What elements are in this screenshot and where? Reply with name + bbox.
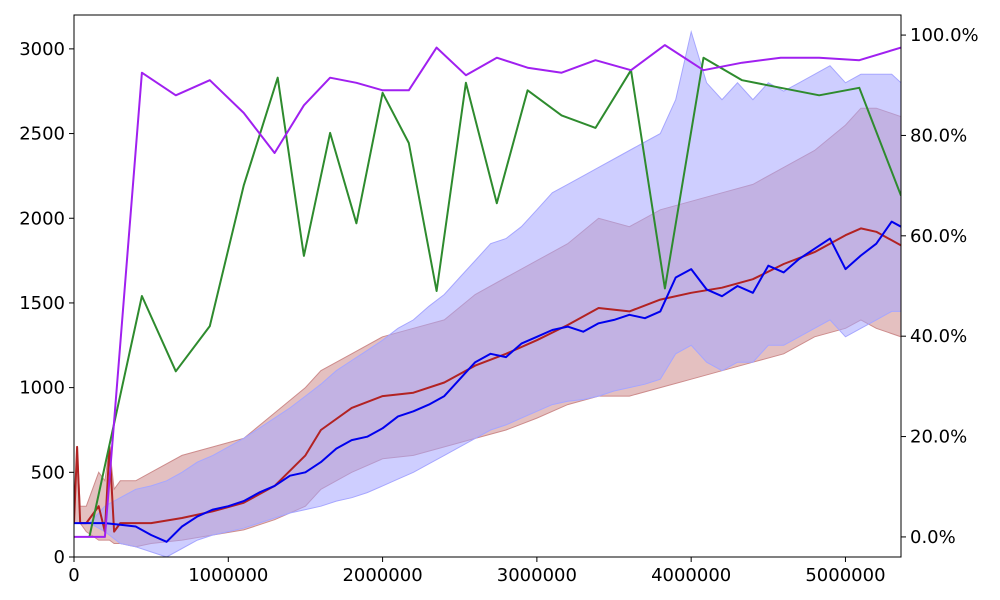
y2-tick-label: 80.0% xyxy=(910,125,967,146)
y2-tick-label: 60.0% xyxy=(910,226,967,247)
x-tick-label: 2000000 xyxy=(342,565,422,586)
axes: 0 1000000 2000000 3000000 4000000 5000000 0 500… xyxy=(19,14,979,586)
x-tick-label: 4000000 xyxy=(651,565,731,586)
series-4-line xyxy=(74,44,901,538)
y-tick-label: 3000 xyxy=(19,39,65,60)
y2-tick-label: 0.0% xyxy=(910,527,956,548)
y-tick-label: 500 xyxy=(31,462,65,483)
y-tick-label: 0 xyxy=(54,547,65,568)
y2-tick-label: 100.0% xyxy=(910,25,979,46)
y2-tick-label: 40.0% xyxy=(910,326,967,347)
x-tick-label: 5000000 xyxy=(805,565,885,586)
y-tick-label: 1500 xyxy=(19,293,65,314)
plot-area xyxy=(74,29,901,557)
series-2-band xyxy=(74,29,901,557)
y-tick-label: 2500 xyxy=(19,124,65,145)
y-tick-label: 2000 xyxy=(19,208,65,229)
x-tick-label: 3000000 xyxy=(497,565,577,586)
series-3-line xyxy=(88,56,901,538)
y-tick-label: 1000 xyxy=(19,378,65,399)
plot-frame xyxy=(73,14,902,558)
x-tick-label: 1000000 xyxy=(188,565,268,586)
x-tick-label: 0 xyxy=(68,565,79,586)
y2-tick-label: 20.0% xyxy=(910,427,967,448)
series-2-line xyxy=(74,220,901,543)
